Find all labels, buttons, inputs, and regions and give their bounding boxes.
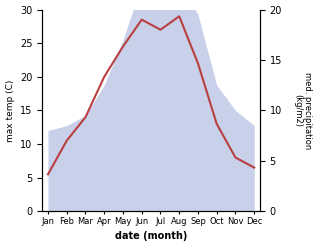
Y-axis label: med. precipitation
(kg/m2): med. precipitation (kg/m2) <box>293 72 313 149</box>
Y-axis label: max temp (C): max temp (C) <box>5 79 15 142</box>
X-axis label: date (month): date (month) <box>115 231 187 242</box>
